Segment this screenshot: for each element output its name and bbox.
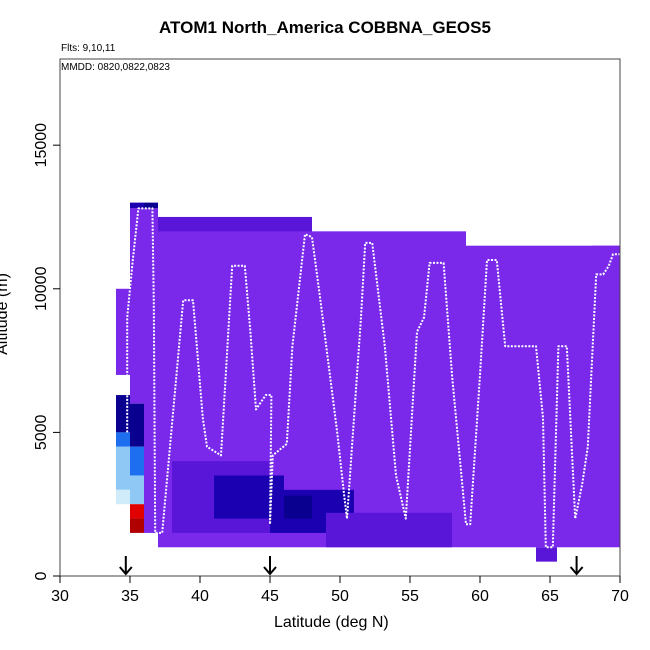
field-cell-4 xyxy=(116,489,130,505)
field-cell-17 xyxy=(158,216,312,232)
y-tick-label-5000: 5000 xyxy=(33,414,50,450)
field-cell-16 xyxy=(466,245,620,548)
x-tick-label-35: 35 xyxy=(121,588,139,605)
y-tick-label-10000: 10000 xyxy=(33,266,50,311)
x-tick-label-50: 50 xyxy=(331,588,349,605)
arrow-head-2 xyxy=(569,566,584,576)
field-cell-22 xyxy=(326,512,452,548)
field-cell-24 xyxy=(592,245,620,275)
field-cell-6 xyxy=(130,208,144,404)
field-cell-12 xyxy=(144,202,158,209)
flight-track-line xyxy=(126,207,620,549)
field-cell-23 xyxy=(536,547,557,562)
field-cell-11 xyxy=(130,518,144,533)
x-tick-label-60: 60 xyxy=(471,588,489,605)
x-axis-label: Latitude (deg N) xyxy=(274,614,389,631)
field-cell-21 xyxy=(284,495,312,519)
x-tick-label-65: 65 xyxy=(541,588,559,605)
field-cell-2 xyxy=(116,432,130,447)
arrow-head-1 xyxy=(263,566,277,576)
flights-note: Flts: 9,10,11 xyxy=(61,43,116,54)
x-tick-label-45: 45 xyxy=(261,588,279,605)
x-tick-label-30: 30 xyxy=(51,588,69,605)
field-cell-5 xyxy=(130,202,144,209)
y-tick-label-0: 0 xyxy=(33,571,50,580)
y-axis-label: Altitude (m) xyxy=(0,273,11,355)
x-tick-label-40: 40 xyxy=(191,588,209,605)
x-tick-label-70: 70 xyxy=(611,588,629,605)
field-cell-3 xyxy=(116,446,130,490)
field-cell-10 xyxy=(130,504,144,519)
arrow-head-0 xyxy=(119,566,133,576)
chart-title: ATOM1 North_America COBBNA_GEOS5 xyxy=(159,18,491,37)
field-cell-9 xyxy=(130,475,144,505)
field-cell-8 xyxy=(130,446,144,476)
y-tick-label-15000: 15000 xyxy=(33,123,50,168)
x-tick-label-55: 55 xyxy=(401,588,419,605)
field-cell-7 xyxy=(130,403,144,447)
dates-note: MMDD: 0820,0822,0823 xyxy=(61,62,170,73)
